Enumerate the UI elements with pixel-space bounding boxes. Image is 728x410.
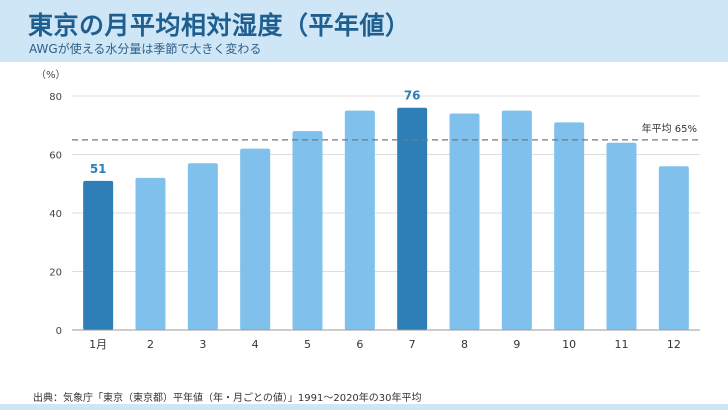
x-tick-label: 11 [615,338,629,351]
x-tick-label: 4 [252,338,259,351]
bar [135,177,166,330]
bar [658,166,689,330]
chart-title: 東京の月平均相対湿度（平年値） [28,11,411,40]
bar [554,122,585,330]
bar [344,110,375,330]
bar [83,180,114,330]
x-tick-label: 9 [513,338,520,351]
y-tick-label: 20 [49,268,62,279]
bar [606,142,637,330]
y-tick-label: 0 [56,326,62,337]
source-note: 出典：気象庁「東京（東京都）平年値（年・月ごとの値）」1991〜2020年の30… [33,393,422,404]
bar [449,113,480,330]
data-label: 51 [90,162,107,176]
bar [397,107,428,330]
x-tick-label: 3 [199,338,206,351]
x-tick-label: 7 [409,338,416,351]
footer-band [0,404,728,410]
x-tick-label: 2 [147,338,154,351]
bar [292,131,323,330]
y-axis-unit-label: （%） [36,69,66,81]
bar-chart: （%） 0 20 40 60 80 1月 51 2 3 4 5 6 7 76 8 9 10 11 12 年平均 65% [36,69,700,351]
header-band [0,0,728,62]
data-label: 76 [404,89,421,103]
average-reference-label: 年平均 65% [642,122,697,135]
x-tick-label: 10 [562,338,576,351]
y-tick-label: 40 [49,209,62,220]
x-tick-label: 12 [667,338,681,351]
chart-subtitle: AWGが使える水分量は季節で大きく変わる [29,42,262,56]
bar [501,110,532,330]
bar [187,163,218,330]
x-tick-label: 1月 [89,338,107,351]
x-tick-label: 6 [356,338,363,351]
bar [240,148,271,330]
x-tick-label: 8 [461,338,468,351]
y-tick-label: 60 [49,151,62,162]
y-tick-label: 80 [49,92,62,103]
x-tick-label: 5 [304,338,311,351]
